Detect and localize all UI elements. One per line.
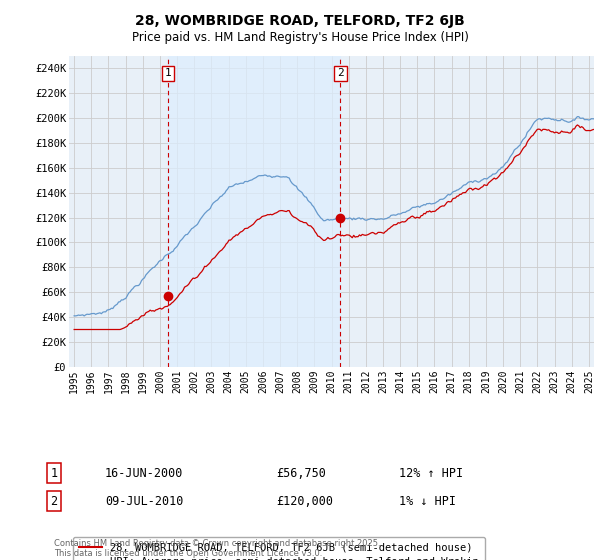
Text: Price paid vs. HM Land Registry's House Price Index (HPI): Price paid vs. HM Land Registry's House … xyxy=(131,31,469,44)
Text: Contains HM Land Registry data © Crown copyright and database right 2025.
This d: Contains HM Land Registry data © Crown c… xyxy=(54,539,380,558)
Text: 28, WOMBRIDGE ROAD, TELFORD, TF2 6JB: 28, WOMBRIDGE ROAD, TELFORD, TF2 6JB xyxy=(135,14,465,28)
Bar xyxy=(168,56,340,367)
Text: 2: 2 xyxy=(50,494,58,508)
Text: 2: 2 xyxy=(337,68,344,78)
Text: 1: 1 xyxy=(50,466,58,480)
Text: 1: 1 xyxy=(164,68,171,78)
Text: 1% ↓ HPI: 1% ↓ HPI xyxy=(399,494,456,508)
Text: 16-JUN-2000: 16-JUN-2000 xyxy=(105,466,184,480)
Text: £56,750: £56,750 xyxy=(276,466,326,480)
Text: 09-JUL-2010: 09-JUL-2010 xyxy=(105,494,184,508)
Text: 12% ↑ HPI: 12% ↑ HPI xyxy=(399,466,463,480)
Text: £120,000: £120,000 xyxy=(276,494,333,508)
Legend: 28, WOMBRIDGE ROAD, TELFORD, TF2 6JB (semi-detached house), HPI: Average price, : 28, WOMBRIDGE ROAD, TELFORD, TF2 6JB (se… xyxy=(73,536,485,560)
